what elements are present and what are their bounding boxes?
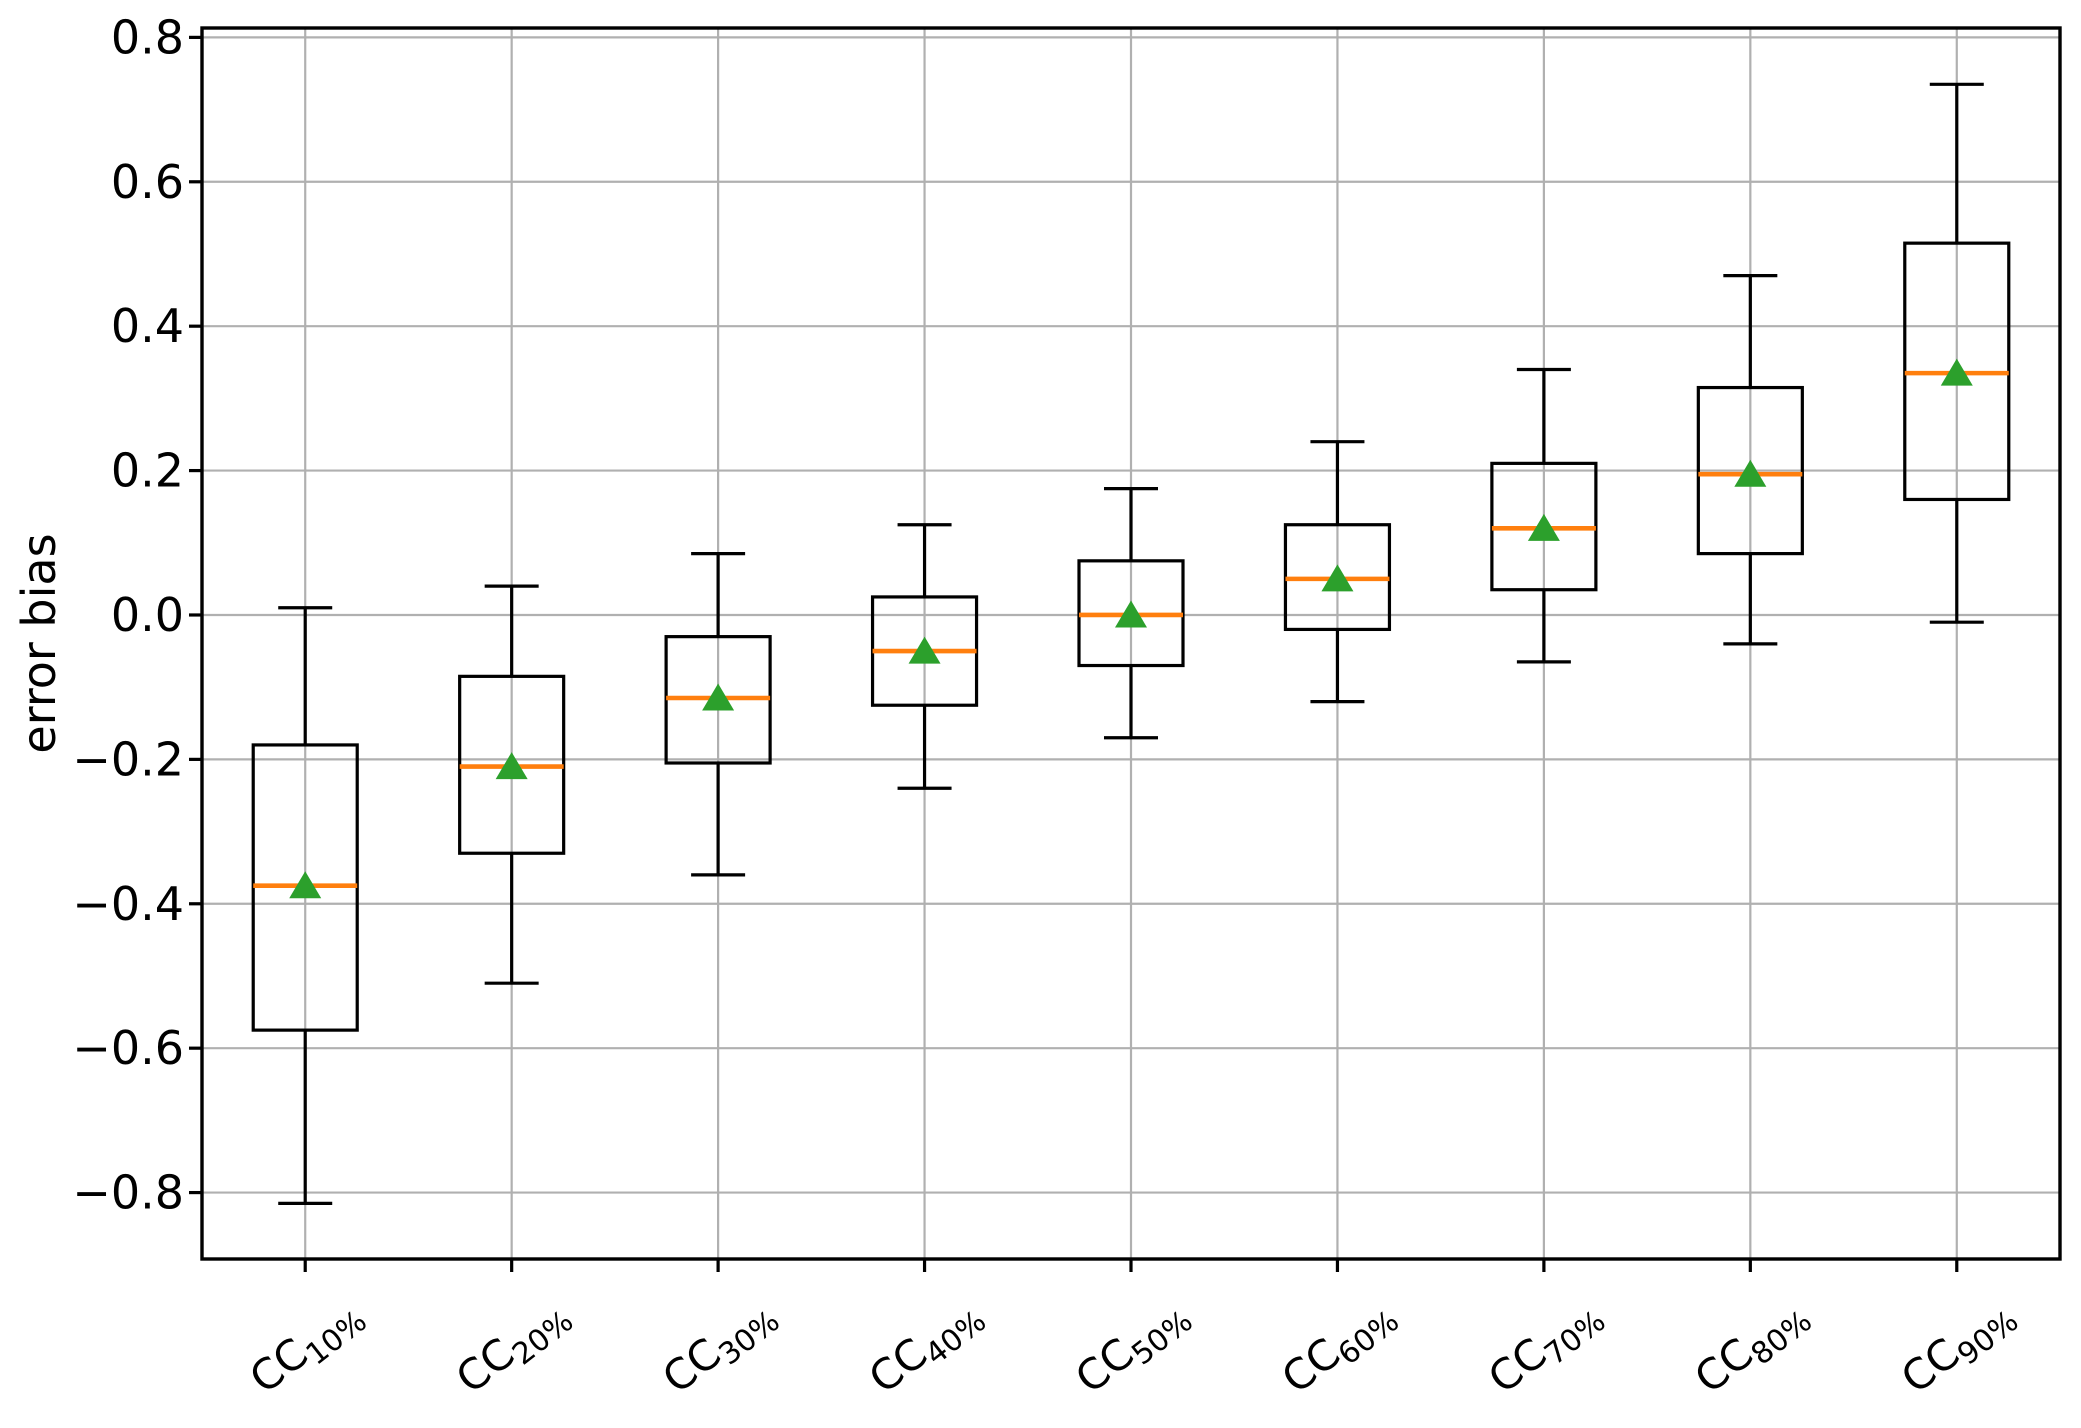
box-group	[458, 584, 566, 985]
box-group	[664, 552, 772, 877]
y-axis-label: error bias	[12, 533, 66, 753]
y-tick-label: −0.6	[72, 1021, 184, 1075]
mean-marker	[702, 683, 735, 711]
y-tick-label: −0.8	[72, 1166, 184, 1220]
y-tick-label: 0.0	[111, 588, 184, 642]
box-group	[1077, 487, 1185, 740]
mean-marker	[1527, 513, 1560, 541]
y-tick-label: 0.2	[111, 444, 184, 498]
y-tick-label: 0.6	[111, 155, 184, 209]
mean-marker	[289, 871, 322, 899]
box-group	[251, 606, 359, 1206]
y-tick-label: 0.4	[111, 299, 184, 353]
mean-marker	[1321, 564, 1354, 592]
mean-marker	[908, 636, 941, 664]
mean-marker	[1734, 459, 1767, 487]
mean-marker	[1940, 358, 1973, 386]
y-tick-label: −0.2	[72, 732, 184, 786]
iqr-box	[1696, 385, 1804, 556]
box-group	[870, 523, 979, 790]
mean-marker	[495, 752, 528, 780]
y-tick-label: 0.8	[111, 10, 184, 64]
box-group	[1696, 274, 1804, 646]
box-group	[1283, 440, 1392, 704]
box-group	[1490, 367, 1598, 664]
y-tick-label: −0.4	[72, 877, 184, 931]
box-group	[1903, 82, 2011, 624]
mean-marker	[1115, 600, 1147, 628]
